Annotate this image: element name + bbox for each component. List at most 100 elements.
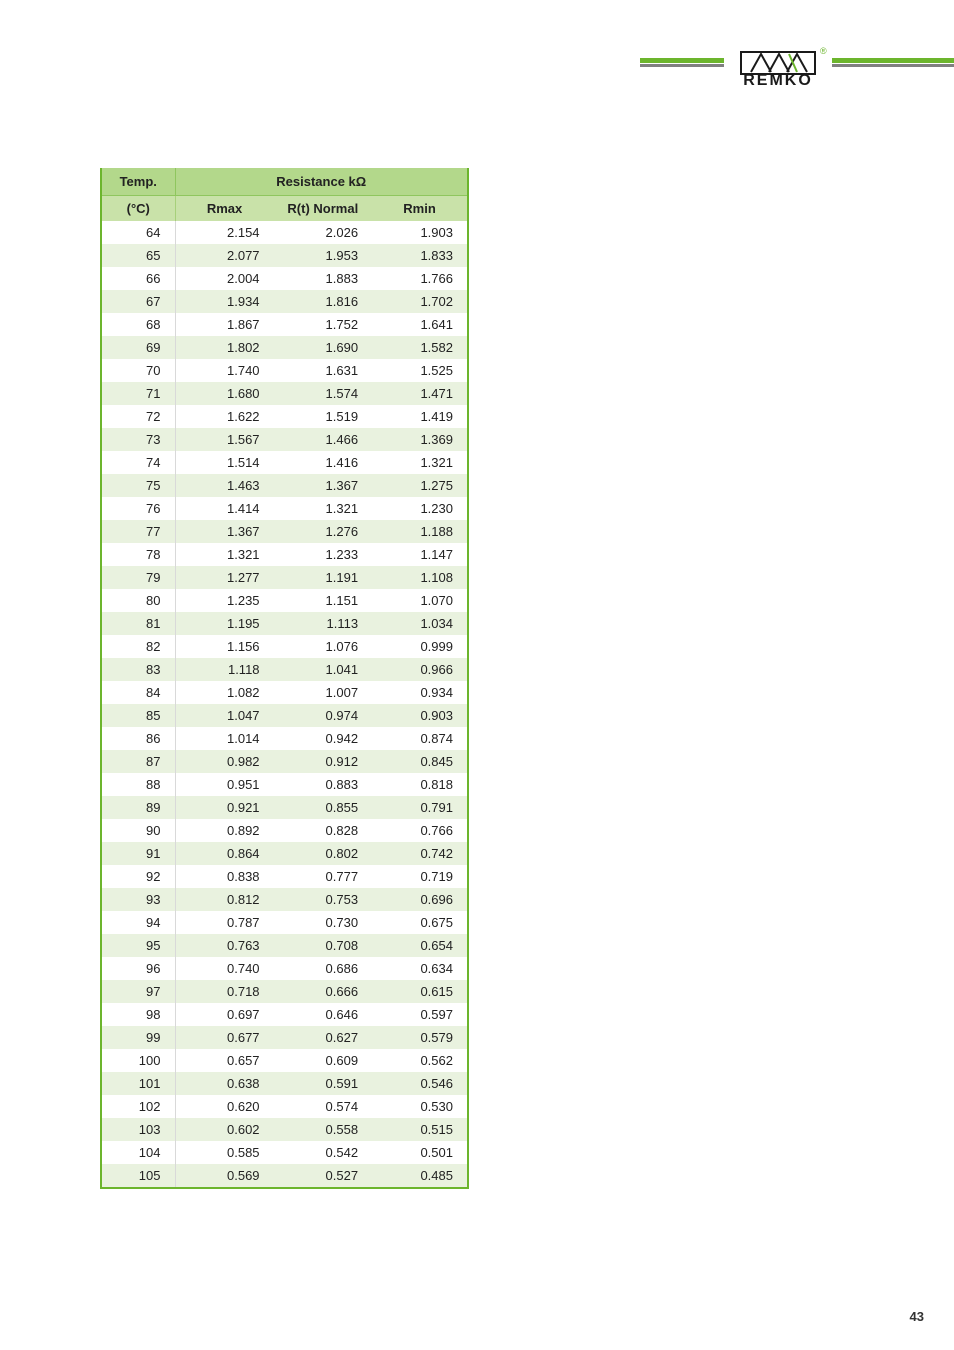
- cell-rmin: 0.696: [372, 888, 467, 911]
- cell-rmin: 0.562: [372, 1049, 467, 1072]
- cell-temp: 93: [102, 888, 175, 911]
- cell-rmin: 1.525: [372, 359, 467, 382]
- cell-rnorm: 0.591: [274, 1072, 373, 1095]
- table-body: 642.1542.0261.903652.0771.9531.833662.00…: [102, 221, 467, 1187]
- cell-rnorm: 0.609: [274, 1049, 373, 1072]
- table-row: 801.2351.1511.070: [102, 589, 467, 612]
- cell-rmin: 0.546: [372, 1072, 467, 1095]
- table-row: 1040.5850.5420.501: [102, 1141, 467, 1164]
- cell-rmin: 0.515: [372, 1118, 467, 1141]
- table-row: 731.5671.4661.369: [102, 428, 467, 451]
- table-row: 851.0470.9740.903: [102, 704, 467, 727]
- cell-rmin: 1.321: [372, 451, 467, 474]
- cell-rmax: 1.514: [175, 451, 274, 474]
- table-row: 950.7630.7080.654: [102, 934, 467, 957]
- brand-bar-right-green-icon: [832, 58, 954, 63]
- cell-rmin: 1.070: [372, 589, 467, 612]
- table-row: 940.7870.7300.675: [102, 911, 467, 934]
- cell-rnorm: 0.730: [274, 911, 373, 934]
- cell-rnorm: 1.953: [274, 244, 373, 267]
- cell-temp: 89: [102, 796, 175, 819]
- cell-temp: 70: [102, 359, 175, 382]
- cell-temp: 80: [102, 589, 175, 612]
- cell-rmin: 1.108: [372, 566, 467, 589]
- cell-temp: 99: [102, 1026, 175, 1049]
- cell-rmin: 0.530: [372, 1095, 467, 1118]
- cell-temp: 64: [102, 221, 175, 244]
- cell-rnorm: 1.883: [274, 267, 373, 290]
- cell-temp: 83: [102, 658, 175, 681]
- cell-rnorm: 1.113: [274, 612, 373, 635]
- table-row: 791.2771.1911.108: [102, 566, 467, 589]
- cell-rnorm: 1.007: [274, 681, 373, 704]
- table-row: 960.7400.6860.634: [102, 957, 467, 980]
- cell-rmax: 0.697: [175, 1003, 274, 1026]
- table-row: 711.6801.5741.471: [102, 382, 467, 405]
- cell-temp: 82: [102, 635, 175, 658]
- th-rnormal: R(t) Normal: [274, 196, 373, 222]
- table-row: 821.1561.0760.999: [102, 635, 467, 658]
- cell-rmax: 0.638: [175, 1072, 274, 1095]
- table-row: 920.8380.7770.719: [102, 865, 467, 888]
- cell-rmax: 1.934: [175, 290, 274, 313]
- cell-rmax: 1.321: [175, 543, 274, 566]
- th-resistance: Resistance kΩ: [175, 168, 467, 196]
- table-row: 870.9820.9120.845: [102, 750, 467, 773]
- cell-rnorm: 1.816: [274, 290, 373, 313]
- cell-rmin: 0.485: [372, 1164, 467, 1187]
- cell-rmax: 1.802: [175, 336, 274, 359]
- cell-rmin: 1.188: [372, 520, 467, 543]
- table-row: 900.8920.8280.766: [102, 819, 467, 842]
- cell-rmin: 0.999: [372, 635, 467, 658]
- table-row: 841.0821.0070.934: [102, 681, 467, 704]
- table-row: 910.8640.8020.742: [102, 842, 467, 865]
- table-row: 1050.5690.5270.485: [102, 1164, 467, 1187]
- resistance-table-wrap: Temp. Resistance kΩ (°C) Rmax R(t) Norma…: [100, 168, 469, 1189]
- cell-rnorm: 1.076: [274, 635, 373, 658]
- cell-rmax: 0.838: [175, 865, 274, 888]
- table-row: 861.0140.9420.874: [102, 727, 467, 750]
- cell-temp: 102: [102, 1095, 175, 1118]
- cell-rnorm: 0.912: [274, 750, 373, 773]
- table-row: 811.1951.1131.034: [102, 612, 467, 635]
- cell-rmax: 0.763: [175, 934, 274, 957]
- cell-temp: 73: [102, 428, 175, 451]
- brand-logo: REMKO: [726, 50, 830, 96]
- cell-temp: 78: [102, 543, 175, 566]
- table-row: 980.6970.6460.597: [102, 1003, 467, 1026]
- cell-rmax: 0.740: [175, 957, 274, 980]
- table-row: 761.4141.3211.230: [102, 497, 467, 520]
- cell-rnorm: 0.753: [274, 888, 373, 911]
- cell-rmin: 1.275: [372, 474, 467, 497]
- cell-temp: 96: [102, 957, 175, 980]
- cell-rnorm: 0.574: [274, 1095, 373, 1118]
- cell-rmax: 1.014: [175, 727, 274, 750]
- cell-rnorm: 1.416: [274, 451, 373, 474]
- cell-rmax: 1.235: [175, 589, 274, 612]
- cell-rnorm: 1.631: [274, 359, 373, 382]
- table-row: 751.4631.3671.275: [102, 474, 467, 497]
- cell-rmin: 1.903: [372, 221, 467, 244]
- cell-temp: 86: [102, 727, 175, 750]
- cell-temp: 72: [102, 405, 175, 428]
- resistance-table: Temp. Resistance kΩ (°C) Rmax R(t) Norma…: [102, 168, 467, 1187]
- table-row: 652.0771.9531.833: [102, 244, 467, 267]
- cell-rnorm: 1.519: [274, 405, 373, 428]
- cell-rmin: 0.579: [372, 1026, 467, 1049]
- cell-rnorm: 1.574: [274, 382, 373, 405]
- cell-rnorm: 0.855: [274, 796, 373, 819]
- table-row: 1020.6200.5740.530: [102, 1095, 467, 1118]
- brand-bar-left-green-icon: [640, 58, 724, 63]
- cell-temp: 79: [102, 566, 175, 589]
- cell-rmin: 1.419: [372, 405, 467, 428]
- cell-rmax: 1.680: [175, 382, 274, 405]
- cell-rmin: 0.675: [372, 911, 467, 934]
- cell-rnorm: 0.708: [274, 934, 373, 957]
- cell-rnorm: 2.026: [274, 221, 373, 244]
- cell-rmin: 1.641: [372, 313, 467, 336]
- cell-rmax: 0.951: [175, 773, 274, 796]
- cell-rmax: 0.602: [175, 1118, 274, 1141]
- cell-temp: 104: [102, 1141, 175, 1164]
- cell-rmin: 1.766: [372, 267, 467, 290]
- cell-temp: 90: [102, 819, 175, 842]
